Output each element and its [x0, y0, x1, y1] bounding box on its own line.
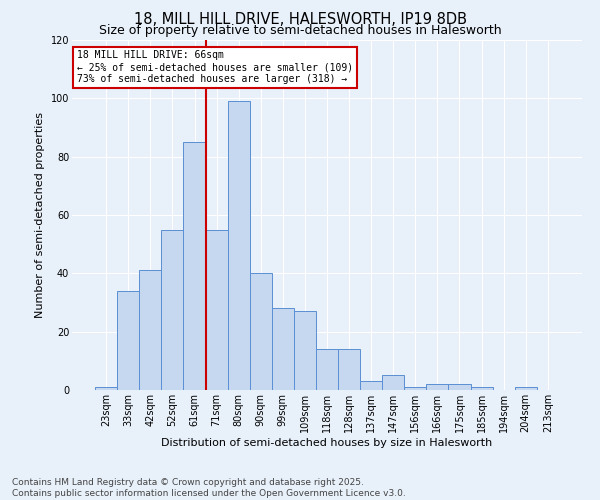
Text: Size of property relative to semi-detached houses in Halesworth: Size of property relative to semi-detach… — [98, 24, 502, 37]
Bar — [184, 142, 206, 390]
Bar — [95, 387, 117, 390]
Bar — [427, 384, 448, 390]
Bar — [448, 384, 470, 390]
X-axis label: Distribution of semi-detached houses by size in Halesworth: Distribution of semi-detached houses by … — [161, 438, 493, 448]
Bar — [360, 381, 382, 390]
Bar — [250, 274, 272, 390]
Bar — [338, 349, 360, 390]
Bar — [294, 311, 316, 390]
Bar — [404, 387, 427, 390]
Text: 18, MILL HILL DRIVE, HALESWORTH, IP19 8DB: 18, MILL HILL DRIVE, HALESWORTH, IP19 8D… — [133, 12, 467, 28]
Bar — [316, 349, 338, 390]
Bar — [227, 101, 250, 390]
Text: 18 MILL HILL DRIVE: 66sqm
← 25% of semi-detached houses are smaller (109)
73% of: 18 MILL HILL DRIVE: 66sqm ← 25% of semi-… — [77, 50, 353, 84]
Bar — [206, 230, 227, 390]
Bar — [117, 291, 139, 390]
Text: Contains HM Land Registry data © Crown copyright and database right 2025.
Contai: Contains HM Land Registry data © Crown c… — [12, 478, 406, 498]
Bar — [470, 387, 493, 390]
Bar — [161, 230, 184, 390]
Y-axis label: Number of semi-detached properties: Number of semi-detached properties — [35, 112, 45, 318]
Bar — [272, 308, 294, 390]
Bar — [139, 270, 161, 390]
Bar — [515, 387, 537, 390]
Bar — [382, 376, 404, 390]
